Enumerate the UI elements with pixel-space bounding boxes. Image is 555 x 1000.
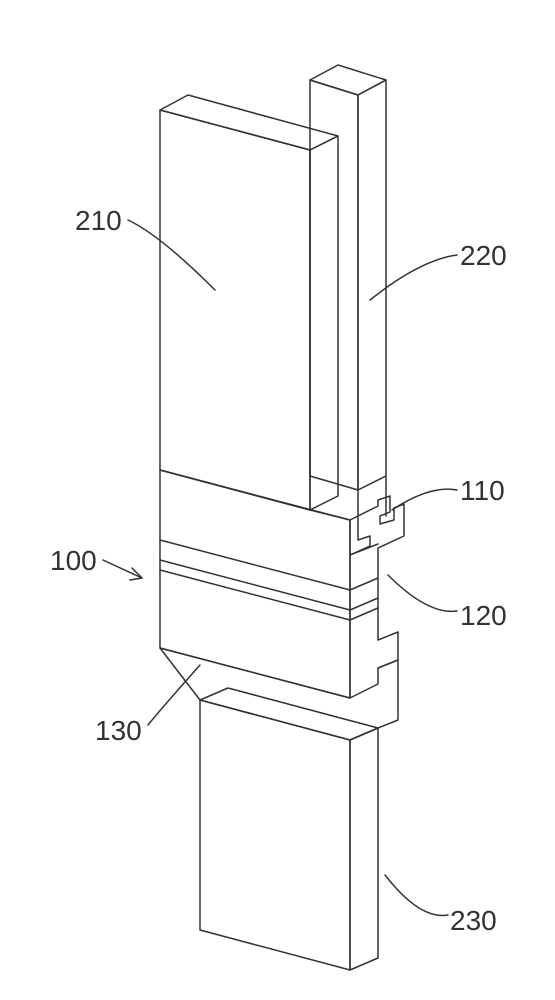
label-210: 210 [75,205,122,237]
label-120: 120 [460,600,507,632]
label-230: 230 [450,905,497,937]
label-110: 110 [460,475,505,507]
label-220: 220 [460,240,507,272]
label-100: 100 [50,545,97,577]
label-130: 130 [95,715,142,747]
